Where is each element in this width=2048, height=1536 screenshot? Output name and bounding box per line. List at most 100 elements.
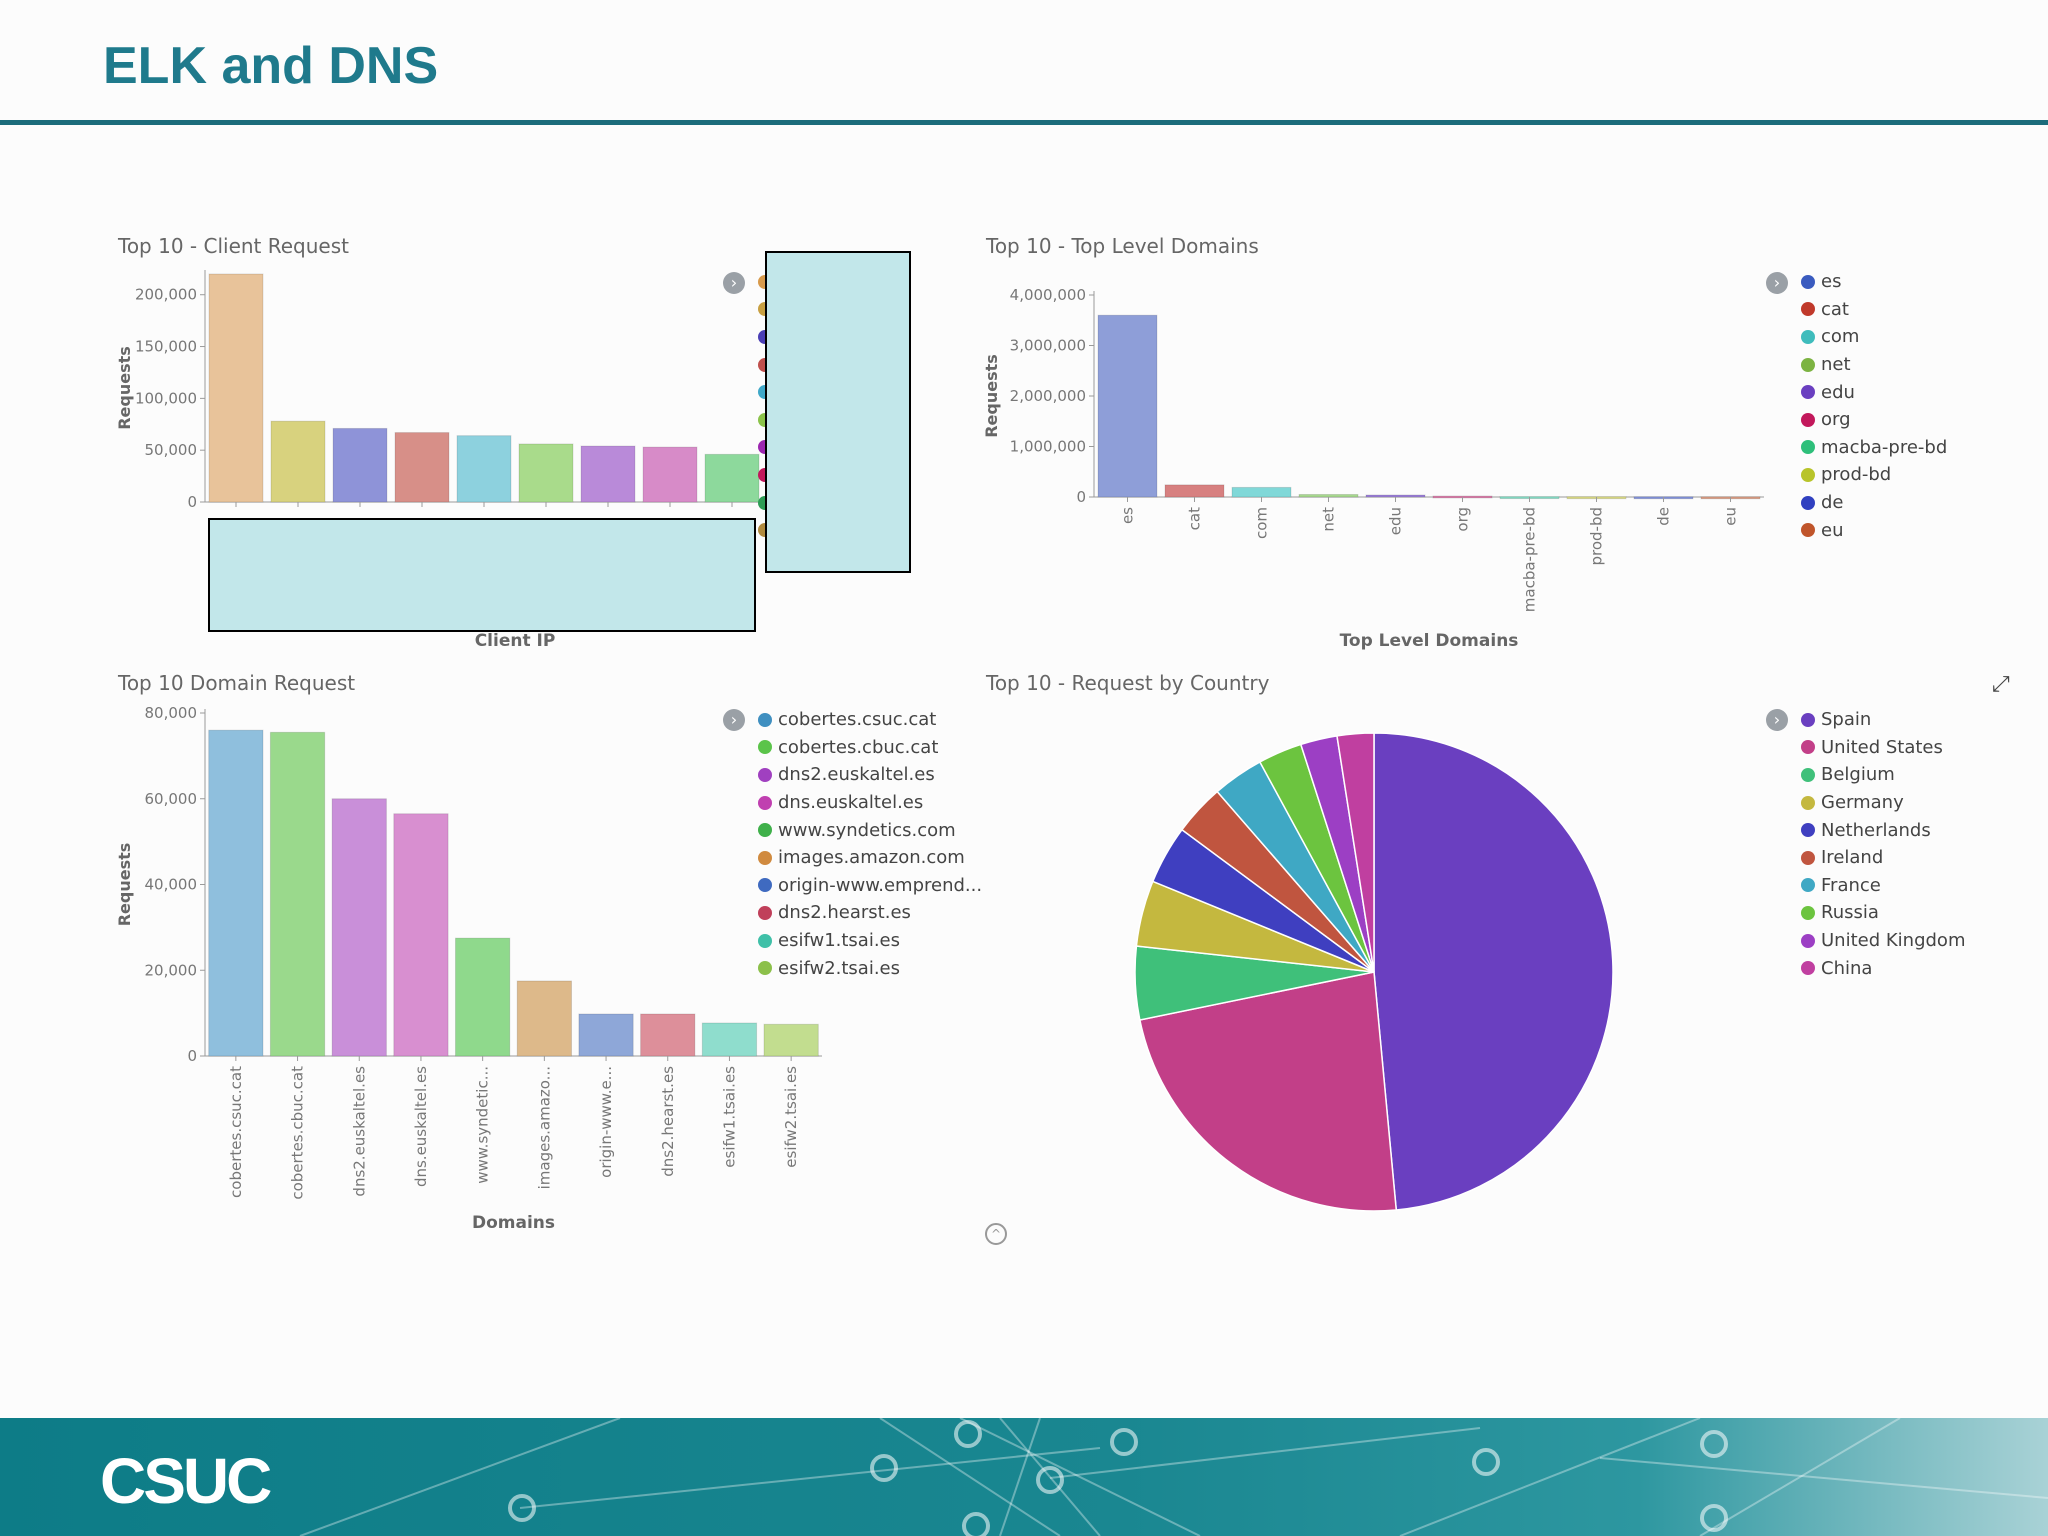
legend-swatch: [1801, 274, 1815, 289]
x-tick-label: dns.euskaltel.es: [412, 1066, 430, 1187]
legend-item[interactable]: eu: [1801, 516, 1947, 544]
tld-legend: es cat com net edu org macba-pre-bd prod-bd de eu: [1801, 268, 1947, 544]
y-tick-label: 60,000: [145, 790, 198, 808]
bar: [642, 446, 698, 503]
country-pie-chart: [1134, 732, 1614, 1212]
legend-item[interactable]: dns2.hearst.es: [758, 899, 982, 927]
legend-item[interactable]: es: [1801, 268, 1947, 296]
legend-item[interactable]: origin-www.emprend...: [758, 872, 982, 900]
legend-label: esifw1.tsai.es: [778, 930, 901, 952]
legend-item[interactable]: Spain: [1801, 706, 1965, 734]
bar: [1298, 493, 1359, 498]
footer-banner: CSUC: [0, 1418, 2048, 1536]
legend-item[interactable]: net: [1801, 351, 1947, 379]
legend-swatch: [1801, 385, 1815, 400]
legend-swatch: [758, 823, 772, 838]
legend-label: images.amazon.com: [778, 847, 965, 869]
legend-item[interactable]: cobertes.cbuc.cat: [758, 734, 982, 762]
legend-item[interactable]: Russia: [1801, 899, 1965, 927]
legend-label: France: [1821, 874, 1881, 896]
legend-item[interactable]: China: [1801, 954, 1965, 982]
legend-swatch: [1801, 495, 1815, 510]
legend-item[interactable]: prod-bd: [1801, 461, 1947, 489]
legend-swatch: [758, 767, 772, 782]
bar: [518, 443, 574, 503]
legend-item[interactable]: www.syndetics.com: [758, 816, 982, 844]
legend-label: es: [1821, 271, 1842, 293]
y-tick-label: 20,000: [145, 961, 198, 979]
legend-item[interactable]: Belgium: [1801, 761, 1965, 789]
legend-item[interactable]: Netherlands: [1801, 816, 1965, 844]
y-axis-label: Requests: [115, 346, 134, 430]
legend-label: dns2.hearst.es: [778, 902, 911, 924]
expand-icon[interactable]: ⤢: [1992, 672, 2010, 697]
legend-item[interactable]: dns.euskaltel.es: [758, 789, 982, 817]
legend-toggle-icon[interactable]: ›: [723, 709, 745, 731]
legend-item[interactable]: macba-pre-bd: [1801, 434, 1947, 462]
legend-swatch: [758, 905, 772, 920]
x-tick-label: prod-bd: [1588, 507, 1606, 566]
legend-label: eu: [1821, 519, 1844, 541]
legend-item[interactable]: United Kingdom: [1801, 927, 1965, 955]
bar: [701, 1022, 758, 1057]
bar: [578, 1013, 634, 1057]
bar: [704, 453, 760, 503]
legend-label: origin-www.emprend...: [778, 874, 983, 896]
legend-swatch: [758, 878, 772, 893]
header-divider: [0, 120, 2048, 125]
bar: [269, 731, 326, 1057]
legend-item[interactable]: esifw1.tsai.es: [758, 927, 982, 955]
legend-swatch: [1801, 440, 1815, 455]
collapse-icon[interactable]: ^: [985, 1223, 1007, 1245]
legend-item[interactable]: cobertes.csuc.cat: [758, 706, 982, 734]
country-legend: Spain United States Belgium Germany Netherla…: [1801, 706, 1965, 982]
x-tick-label: net: [1320, 507, 1338, 532]
legend-swatch: [1801, 740, 1815, 755]
legend-item[interactable]: United States: [1801, 734, 1965, 762]
legend-item[interactable]: esifw2.tsai.es: [758, 954, 982, 982]
tld-chart-title: Top 10 - Top Level Domains: [986, 234, 1259, 258]
bar: [332, 427, 388, 503]
bar: [580, 445, 636, 503]
legend-toggle-icon[interactable]: ›: [1766, 709, 1788, 731]
bar: [331, 798, 387, 1057]
x-tick-label: es: [1119, 507, 1137, 524]
legend-item[interactable]: Germany: [1801, 789, 1965, 817]
country-chart-title: Top 10 - Request by Country: [986, 671, 1270, 695]
client-request-chart: 0 50,000 100,000 150,000 200,000 Requests Clie…: [115, 270, 825, 651]
legend-item[interactable]: com: [1801, 323, 1947, 351]
legend-item[interactable]: edu: [1801, 378, 1947, 406]
legend-item[interactable]: dns2.euskaltel.es: [758, 761, 982, 789]
legend-swatch: [1801, 302, 1815, 317]
legend-item[interactable]: de: [1801, 489, 1947, 517]
domain-chart-title: Top 10 Domain Request: [118, 671, 356, 695]
legend-label: org: [1821, 409, 1851, 431]
legend-item[interactable]: org: [1801, 406, 1947, 434]
legend-item[interactable]: cat: [1801, 296, 1947, 324]
legend-toggle-icon[interactable]: ›: [723, 272, 745, 294]
legend-swatch: [1801, 795, 1815, 810]
legend-label: edu: [1821, 381, 1855, 403]
legend-item[interactable]: France: [1801, 872, 1965, 900]
legend-swatch: [1801, 412, 1815, 427]
x-tick-label: org: [1454, 507, 1472, 532]
legend-label: Belgium: [1821, 764, 1895, 786]
x-tick-label: macba-pre-bd: [1521, 507, 1539, 612]
redacted-legend-block: [765, 251, 911, 573]
bar: [763, 1023, 819, 1057]
domain-request-chart: 0 20,000 40,000 60,000 80,000 Requests coberte…: [115, 704, 822, 1233]
legend-swatch: [1801, 329, 1815, 344]
legend-swatch: [1801, 961, 1815, 976]
y-tick-label: 50,000: [145, 441, 198, 459]
legend-swatch: [1801, 357, 1815, 372]
legend-toggle-icon[interactable]: ›: [1766, 272, 1788, 294]
bar: [394, 432, 450, 503]
legend-swatch: [1801, 905, 1815, 920]
y-axis-label: Requests: [982, 354, 1001, 438]
legend-item[interactable]: images.amazon.com: [758, 844, 982, 872]
legend-swatch: [758, 795, 772, 810]
legend-label: Netherlands: [1821, 819, 1931, 841]
legend-item[interactable]: Ireland: [1801, 844, 1965, 872]
x-axis-label: Top Level Domains: [1340, 631, 1519, 651]
y-axis-label: Requests: [115, 843, 134, 927]
